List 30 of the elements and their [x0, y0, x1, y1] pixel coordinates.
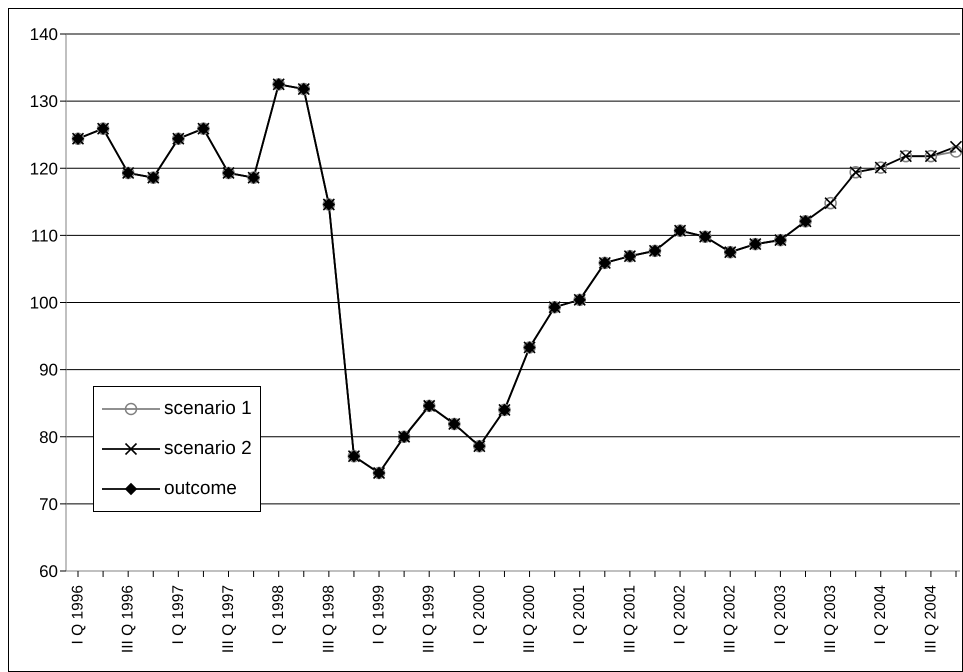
x-tick-label: I Q 1997: [170, 585, 187, 644]
x-tick-label: III Q 2002: [722, 585, 739, 654]
x-tick-label: I Q 2003: [772, 585, 789, 644]
x-tick-label: I Q 1996: [70, 585, 86, 644]
y-tick-label: 100: [30, 294, 58, 313]
y-tick-label: 130: [30, 92, 58, 112]
x-tick-label: III Q 2000: [521, 584, 538, 654]
y-tick-label: 70: [39, 494, 58, 514]
x-tick-label: I Q 1998: [270, 585, 288, 644]
x-tick-label: I Q 2000: [470, 584, 488, 644]
y-tick-label: 60: [39, 562, 58, 582]
legend-label: outcome: [164, 478, 237, 500]
x-tick-label: III Q 1999: [420, 585, 438, 654]
x-tick-label: I Q 2002: [672, 585, 689, 644]
x-tick-label: III Q 2001: [621, 585, 638, 654]
x-tick-label: III Q 2004: [922, 584, 940, 654]
y-tick-label: 80: [39, 428, 58, 447]
y-tick-label: 110: [30, 226, 58, 246]
x-tick-label: III Q 1996: [120, 585, 137, 654]
x-tick-label: I Q 1999: [370, 585, 388, 644]
x-tick-label: III Q 1997: [220, 585, 238, 654]
x-tick-label: I Q 2004: [872, 584, 890, 644]
legend-label: scenario 1: [164, 398, 252, 420]
x-tick-label: III Q 1998: [320, 585, 338, 654]
y-tick-label: 90: [39, 360, 58, 380]
x-tick-label: III Q 2003: [822, 585, 840, 654]
y-tick-label: 140: [30, 25, 58, 44]
legend-label: scenario 2: [164, 438, 252, 460]
y-tick-label: 120: [30, 159, 58, 178]
x-tick-label: I Q 2001: [571, 585, 588, 644]
